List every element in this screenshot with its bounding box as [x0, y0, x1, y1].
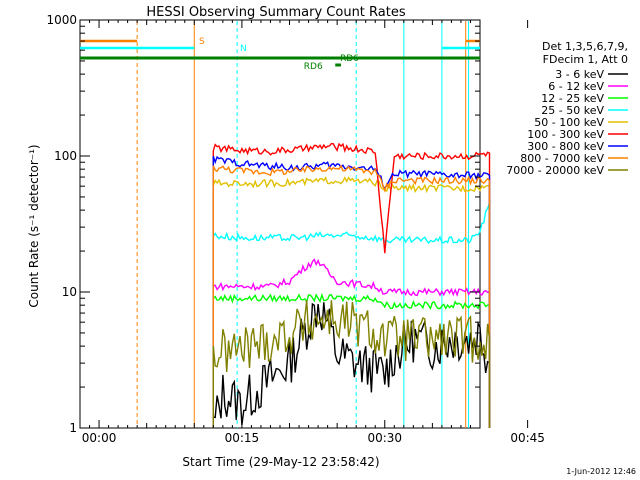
- legend: Det 1,3,5,6,7,9, FDecim 1, Att 0 3 - 6 k…: [506, 40, 628, 177]
- y-axis-label: Count Rate (s⁻¹ detector⁻¹): [27, 144, 41, 307]
- legend-entry-label: 3 - 6 keV: [555, 68, 604, 81]
- x-tick-label: 00:00: [82, 431, 117, 445]
- footer-timestamp: 1-Jun-2012 12:46: [566, 467, 636, 476]
- x-axis-label: Start Time (29-May-12 23:58:42): [182, 455, 379, 469]
- legend-entry-label: 100 - 300 keV: [527, 128, 604, 141]
- series-line-5: [212, 142, 491, 428]
- y-tick-label: 1000: [46, 13, 77, 27]
- x-tick-label: 00:45: [510, 431, 545, 445]
- series-line-6: [212, 155, 491, 428]
- legend-header-line1: Det 1,3,5,6,7,9,: [542, 40, 628, 53]
- series-line-2: [212, 292, 491, 428]
- legend-entry-label: 50 - 100 keV: [534, 116, 604, 129]
- y-tick-label: 1: [69, 421, 77, 435]
- legend-entry-label: 6 - 12 keV: [548, 80, 604, 93]
- flag-label-n: N: [240, 44, 247, 54]
- legend-entry-label: 25 - 50 keV: [541, 104, 604, 117]
- state-flag-lines: S N RD6 RD6: [80, 21, 480, 428]
- legend-entry-label: 12 - 25 keV: [541, 92, 604, 105]
- series-line-8: [212, 300, 491, 428]
- series-line-3: [212, 202, 491, 428]
- series-line-4: [212, 176, 491, 428]
- series-line-7: [212, 164, 491, 428]
- legend-header-line2: FDecim 1, Att 0: [543, 53, 628, 66]
- chart-title: HESSI Observing Summary Count Rates: [146, 5, 405, 20]
- legend-entry-label: 800 - 7000 keV: [520, 152, 604, 165]
- x-tick-label: 00:30: [367, 431, 402, 445]
- y-tick-label: 100: [54, 149, 77, 163]
- y-axis-ticks: 1 10 100 1000: [46, 13, 480, 435]
- x-tick-label: 00:15: [225, 431, 260, 445]
- flag-label-rd6: RD6: [340, 54, 359, 64]
- legend-entry-label: 7000 - 20000 keV: [506, 164, 604, 177]
- legend-entry-label: 300 - 800 keV: [527, 140, 604, 153]
- plot-frame: [79, 19, 481, 429]
- y-tick-label: 10: [62, 285, 77, 299]
- series-line-1: [212, 258, 491, 428]
- series-layer: [212, 142, 491, 428]
- flag-label-s: S: [199, 37, 205, 47]
- flag-label-rd6: RD6: [304, 62, 323, 72]
